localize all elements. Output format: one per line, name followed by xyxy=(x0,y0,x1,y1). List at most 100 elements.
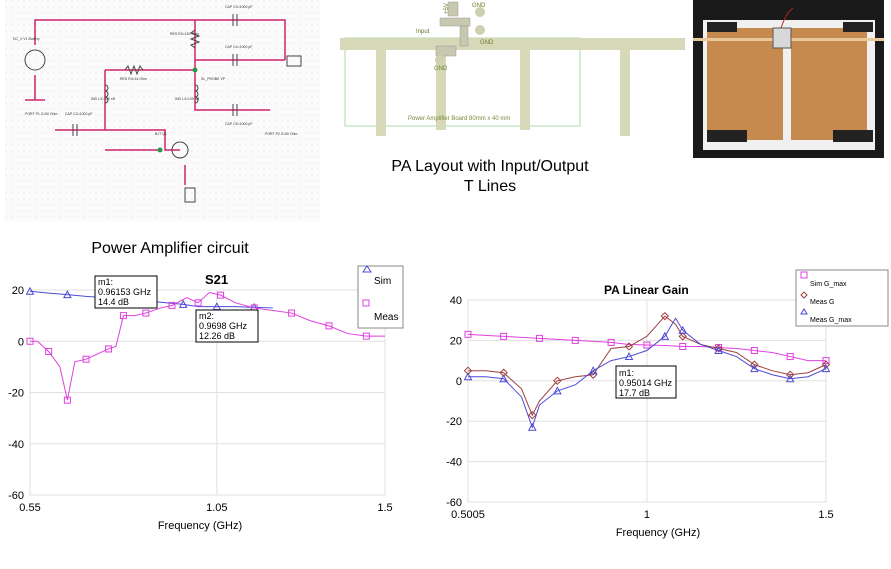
gain-point xyxy=(588,366,598,375)
s21-point xyxy=(104,345,112,353)
schematic-diagram: CAP C3=1000 pF CAP C4=1000 pF RES R3=150… xyxy=(5,0,320,222)
gain-x-tick-label: 0.5005 xyxy=(451,509,485,521)
svg-text:12.26 dB: 12.26 dB xyxy=(199,331,235,341)
pa-gain-legend: Sim G_max Meas G Meas G_max xyxy=(795,269,889,327)
pa-board-photo xyxy=(693,0,884,158)
gain-point xyxy=(500,332,508,340)
svg-text:+5V: +5V xyxy=(444,3,450,14)
svg-text:Meas G: Meas G xyxy=(810,299,835,306)
pa-linear-gain-title: PA Linear Gain xyxy=(604,283,689,297)
s21-marker-m2: m2: 0.9698 GHz 12.26 dB xyxy=(195,309,259,343)
s21-y-tick-label: -40 xyxy=(8,439,24,451)
gain-point xyxy=(535,334,543,342)
gain-point xyxy=(660,331,670,340)
pa-linear-gain-chart: PA Linear Gain 40 20 0 -20 -40 -60 0.5005 1 1.5 … xyxy=(438,264,891,564)
schematic-panel: CAP C3=1000 pF CAP C4=1000 pF RES R3=150… xyxy=(5,0,320,222)
svg-text:GND: GND xyxy=(434,66,448,72)
pa-layout-panel: +5V GND Input GND GND Power Amplifier Bo… xyxy=(340,0,685,140)
layout-caption-line2: T Lines xyxy=(463,178,517,195)
gain-y-tick-label: -60 xyxy=(446,497,462,509)
gain-point xyxy=(678,325,688,334)
svg-text:17.7 dB: 17.7 dB xyxy=(619,388,650,398)
gain-point xyxy=(786,353,794,361)
gain-point xyxy=(499,374,508,383)
gain-x-tick-label: 1.5 xyxy=(818,509,833,521)
gain-point xyxy=(714,344,723,353)
s21-chart-title: S21 xyxy=(205,272,228,287)
s21-chart-svg: S21 20 0 -20 -40 -600.55 1.05 1.5 Frequency (G… xyxy=(8,265,404,532)
svg-text:Sim: Sim xyxy=(374,276,391,287)
gain-y-tick-label: 0 xyxy=(456,376,462,388)
gain-point xyxy=(750,364,759,373)
svg-text:0.95014 GHz: 0.95014 GHz xyxy=(619,378,673,388)
gain-point xyxy=(624,342,634,351)
svg-text:Meas G_max: Meas G_max xyxy=(810,317,852,324)
s21-x-tick-label: 1.5 xyxy=(377,502,392,514)
svg-text:Meas: Meas xyxy=(374,312,398,323)
s21-y-tick-label: -60 xyxy=(8,490,24,502)
svg-text:Power Amplifier Board 80mm x 4: Power Amplifier Board 80mm x 40 mm xyxy=(408,116,510,122)
s21-point xyxy=(194,299,202,307)
svg-text:IND L4=100 nH: IND L4=100 nH xyxy=(175,97,200,101)
gain-point xyxy=(553,376,562,386)
s21-series-line-1 xyxy=(30,292,385,401)
pa-linear-gain-x-axis-label: Frequency (GHz) xyxy=(616,527,700,539)
svg-text:CAP C4=1000 pF: CAP C4=1000 pF xyxy=(225,45,252,49)
s21-point xyxy=(217,291,225,299)
gain-point xyxy=(553,386,562,395)
s21-x-axis-label: Frequency (GHz) xyxy=(158,520,242,532)
gain-point xyxy=(821,360,831,369)
gain-series-line-2 xyxy=(468,317,827,429)
gain-point xyxy=(464,330,472,338)
svg-text:GND: GND xyxy=(472,3,486,9)
gain-y-tick-label: 40 xyxy=(450,295,462,307)
svg-text:RES R4=1k Ohm: RES R4=1k Ohm xyxy=(120,77,147,81)
s21-point xyxy=(45,348,53,355)
gain-series-line-0 xyxy=(467,333,826,362)
gain-y-tick-label: -20 xyxy=(446,416,462,428)
s21-point xyxy=(362,332,370,340)
gain-point xyxy=(527,422,537,431)
gain-point xyxy=(785,370,795,379)
svg-text:SL_PROBE VP: SL_PROBE VP xyxy=(201,77,226,81)
pa-gain-marker-m1: m1: 0.95014 GHz 17.7 dB xyxy=(615,365,677,399)
gain-y-tick-label: -40 xyxy=(446,457,462,469)
svg-text:IND L3=100 nH: IND L3=100 nH xyxy=(91,97,116,101)
svg-text:CAP C5=1000 pF: CAP C5=1000 pF xyxy=(225,122,252,126)
s21-point xyxy=(63,396,71,404)
s21-point xyxy=(142,309,150,317)
gain-point xyxy=(643,341,651,349)
svg-text:m1:: m1: xyxy=(619,368,634,378)
s21-point xyxy=(178,299,188,308)
gain-point xyxy=(822,357,830,365)
svg-text:CAP C2=1000 pF: CAP C2=1000 pF xyxy=(65,112,92,116)
gain-point xyxy=(821,364,831,373)
s21-point xyxy=(25,286,35,295)
gain-point xyxy=(785,374,795,383)
svg-text:BJT Q1: BJT Q1 xyxy=(155,132,167,136)
svg-text:Input: Input xyxy=(416,29,430,35)
gain-point xyxy=(571,336,579,344)
s21-legend: Sim Meas xyxy=(357,265,404,329)
s21-y-tick-label: 20 xyxy=(12,285,24,297)
gain-point xyxy=(679,342,687,350)
s21-x-tick-label: 1.05 xyxy=(206,502,227,514)
gain-point xyxy=(660,311,670,321)
gain-x-tick-label: 1 xyxy=(644,509,650,521)
s21-point xyxy=(288,309,296,317)
gain-point xyxy=(750,347,758,354)
svg-text:m2:: m2: xyxy=(199,311,214,321)
gain-series-line-1 xyxy=(468,315,827,417)
s21-point xyxy=(82,355,90,363)
svg-text:14.4 dB: 14.4 dB xyxy=(98,297,129,307)
svg-text:0.96153 GHz: 0.96153 GHz xyxy=(98,287,152,297)
s21-y-tick-label: -20 xyxy=(8,388,24,400)
gain-point xyxy=(678,332,687,341)
svg-text:PORT P2 Z=50 Ohm: PORT P2 Z=50 Ohm xyxy=(265,132,298,136)
gain-point xyxy=(528,410,537,420)
schematic-caption: Power Amplifier circuit xyxy=(91,240,249,257)
s21-point xyxy=(119,312,127,320)
gain-point xyxy=(624,352,634,361)
svg-text:RES R3=150 Ohm: RES R3=150 Ohm xyxy=(170,32,199,36)
